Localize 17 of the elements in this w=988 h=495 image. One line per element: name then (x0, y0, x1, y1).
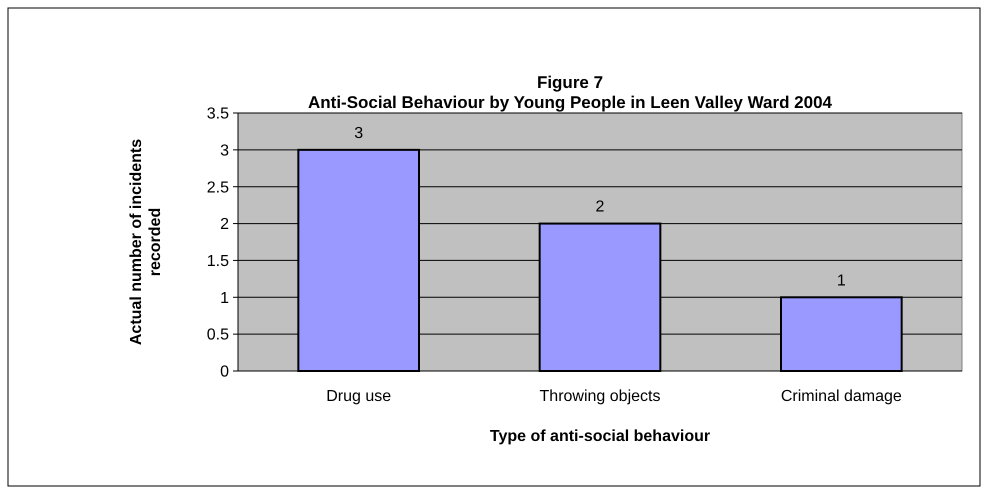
x-axis-title: Type of anti-social behaviour (490, 428, 710, 445)
x-tick-label: Criminal damage (780, 388, 902, 405)
y-tick-label: 2 (220, 216, 230, 234)
x-tick-label: Drug use (326, 388, 392, 405)
y-axis-title: Actual number of incidents recorded (128, 138, 164, 346)
x-tick-label: Throwing objects (540, 388, 660, 405)
y-tick-label: 0.5 (206, 326, 230, 344)
y-tick-label: 1 (220, 290, 230, 307)
y-tick-label: 1.5 (206, 253, 230, 270)
data-label: 1 (836, 272, 846, 290)
data-label: 3 (354, 124, 364, 142)
y-tick-label: 3 (220, 142, 230, 160)
y-tick-label: 0 (220, 364, 230, 381)
data-label: 2 (596, 198, 605, 216)
chart-title: Figure 7 Anti-Social Behaviour by Young People in Leen Valley Ward 2004 (308, 73, 833, 112)
y-tick-label: 3.5 (206, 106, 230, 123)
y-tick-label: 2.5 (206, 179, 230, 196)
